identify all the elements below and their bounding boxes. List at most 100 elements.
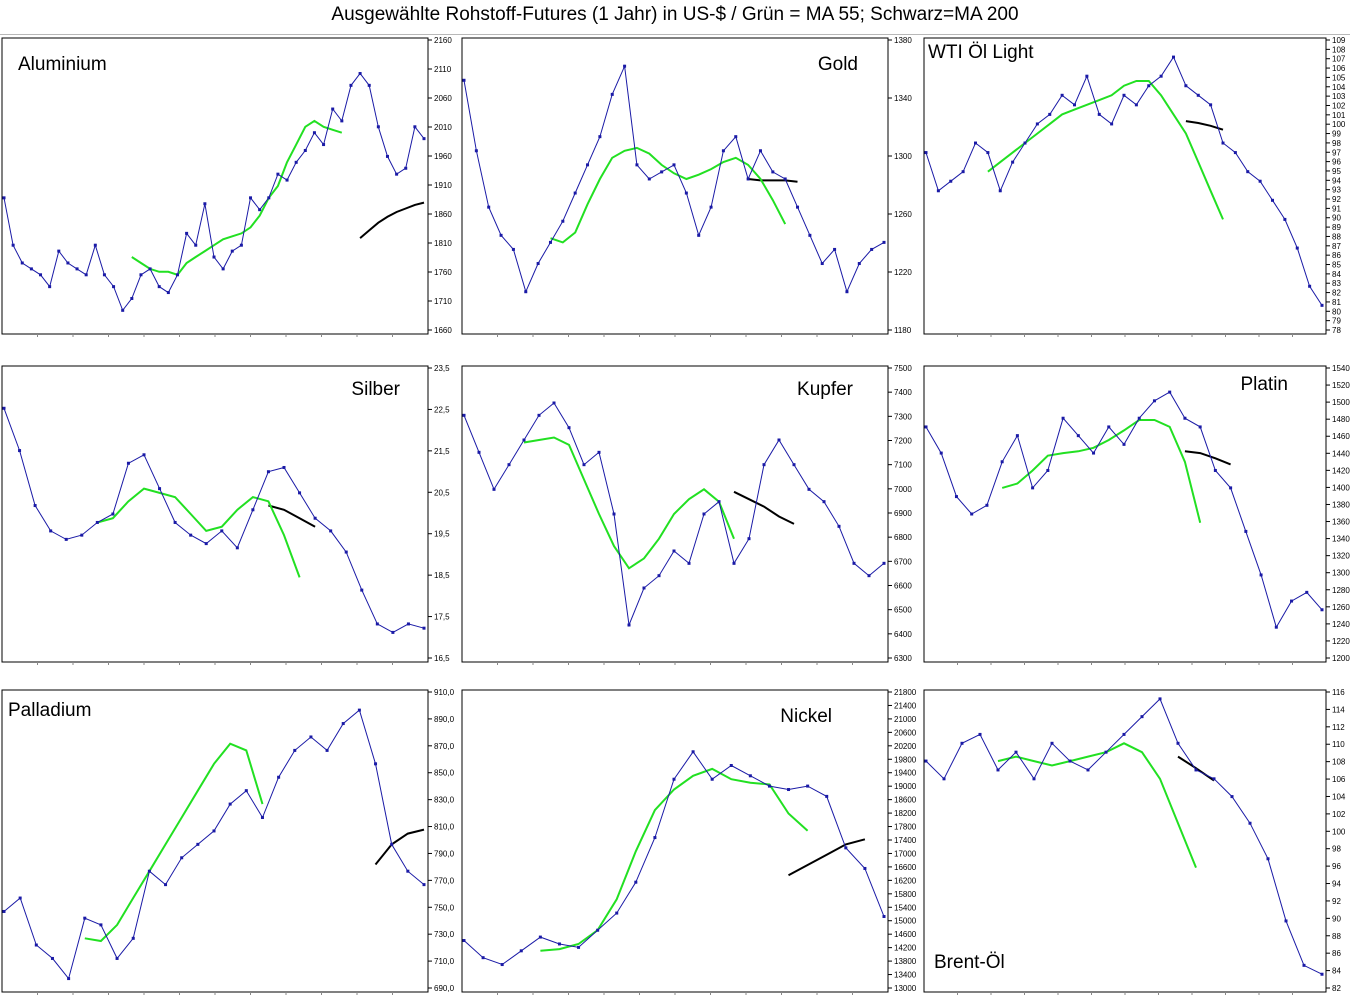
plot-frame xyxy=(1,689,429,993)
y-tick-label: 100 xyxy=(1332,827,1346,836)
ma55-line xyxy=(131,119,343,276)
price-point xyxy=(936,189,940,193)
y-tick-label: 23,5 xyxy=(434,364,450,373)
y-tick-label: 1200 xyxy=(1332,654,1350,663)
y-tick-label: 89 xyxy=(1332,223,1341,232)
price-point xyxy=(166,291,170,295)
price-point xyxy=(954,495,958,499)
price-point xyxy=(322,143,326,147)
y-tick-label: 98 xyxy=(1332,845,1341,854)
y-tick-label: 6500 xyxy=(894,606,912,615)
y-tick-label: 1460 xyxy=(1332,432,1350,441)
y-tick-label: 1440 xyxy=(1332,449,1350,458)
plot-frame xyxy=(461,689,889,993)
y-tick-label: 1360 xyxy=(1332,518,1350,527)
price-point xyxy=(309,735,313,739)
price-point xyxy=(1015,434,1019,438)
price-point xyxy=(220,529,224,533)
price-point xyxy=(29,267,33,271)
chart-panel: 1380 1340 1300 1260 1220 1180 Gold xyxy=(461,36,912,337)
y-tick-label: 2010 xyxy=(434,123,452,132)
y-tick-label: 6700 xyxy=(894,557,912,566)
price-point xyxy=(196,842,200,846)
y-tick-label: 84 xyxy=(1332,270,1341,279)
price-point xyxy=(717,500,721,504)
price-point xyxy=(34,943,38,947)
y-tick-label: 1420 xyxy=(1332,466,1350,475)
price-point xyxy=(777,438,781,442)
y-tick-label: 14600 xyxy=(894,930,917,939)
price-point xyxy=(1246,170,1250,174)
price-point xyxy=(1320,303,1324,307)
price-point xyxy=(251,508,255,512)
price-point xyxy=(1248,821,1252,825)
panel-title: Brent-Öl xyxy=(934,952,1005,973)
price-point xyxy=(852,561,856,565)
price-point xyxy=(582,463,586,467)
ma200-line xyxy=(788,838,866,877)
price-point xyxy=(1147,84,1151,88)
price-point xyxy=(1305,590,1309,594)
ma200-line xyxy=(733,490,795,525)
price-point xyxy=(1060,93,1064,97)
price-point xyxy=(185,231,189,235)
price-point xyxy=(121,308,125,312)
y-tick-label: 6800 xyxy=(894,533,912,542)
y-tick-label: 112 xyxy=(1332,723,1345,732)
y-tick-label: 1320 xyxy=(1332,552,1350,561)
price-point xyxy=(487,205,491,209)
y-tick-label: 20,5 xyxy=(434,488,450,497)
y-tick-label: 1300 xyxy=(1332,569,1350,578)
price-point xyxy=(50,956,54,960)
y-tick-label: 1760 xyxy=(434,268,452,277)
price-point xyxy=(691,750,695,754)
price-point xyxy=(1046,468,1050,472)
price-point xyxy=(1221,141,1225,145)
price-point xyxy=(340,119,344,123)
price-point xyxy=(239,243,243,247)
price-point xyxy=(293,748,297,752)
y-tick-label: 96 xyxy=(1332,862,1341,871)
price-point xyxy=(970,512,974,516)
price-point xyxy=(767,784,771,788)
price-point xyxy=(390,842,394,846)
price-point xyxy=(1023,141,1027,145)
price-point xyxy=(404,166,408,170)
price-point xyxy=(1244,529,1248,533)
price-point xyxy=(1283,217,1287,221)
price-point xyxy=(1266,857,1270,861)
price-point xyxy=(634,880,638,884)
chart-panel: 1091081071061051041031021011009998979695… xyxy=(923,36,1346,337)
price-point xyxy=(244,789,248,793)
price-point xyxy=(2,909,6,913)
price-point xyxy=(974,141,977,145)
y-tick-label: 21800 xyxy=(894,688,917,697)
y-tick-label: 106 xyxy=(1332,64,1346,73)
price-point xyxy=(762,463,766,467)
ma200-line xyxy=(1177,755,1215,782)
price-point xyxy=(597,450,601,454)
y-tick-label: 93 xyxy=(1332,186,1341,195)
price-point xyxy=(537,413,541,417)
panel-title: WTI Öl Light xyxy=(928,42,1034,63)
page-title: Ausgewählte Rohstoff-Futures (1 Jahr) in… xyxy=(0,0,1350,35)
price-point xyxy=(642,586,646,590)
y-tick-label: 102 xyxy=(1332,101,1346,110)
price-point xyxy=(1198,425,1202,429)
price-point xyxy=(267,196,271,200)
price-line xyxy=(3,408,425,633)
y-tick-label: 92 xyxy=(1332,195,1341,204)
price-point xyxy=(1137,416,1141,420)
y-tick-label: 1340 xyxy=(1332,535,1350,544)
y-tick-label: 6400 xyxy=(894,630,912,639)
price-point xyxy=(75,267,79,271)
price-point xyxy=(1158,697,1162,701)
price-point xyxy=(825,794,829,798)
price-point xyxy=(249,196,253,200)
price-point xyxy=(115,956,119,960)
y-tick-label: 21000 xyxy=(894,715,917,724)
chart-panel: 21800 21400 21000 20600 20200 19800 19400 19000… xyxy=(461,688,917,995)
y-tick-label: 97 xyxy=(1332,148,1341,157)
price-point xyxy=(230,249,234,253)
price-point xyxy=(1122,93,1126,97)
